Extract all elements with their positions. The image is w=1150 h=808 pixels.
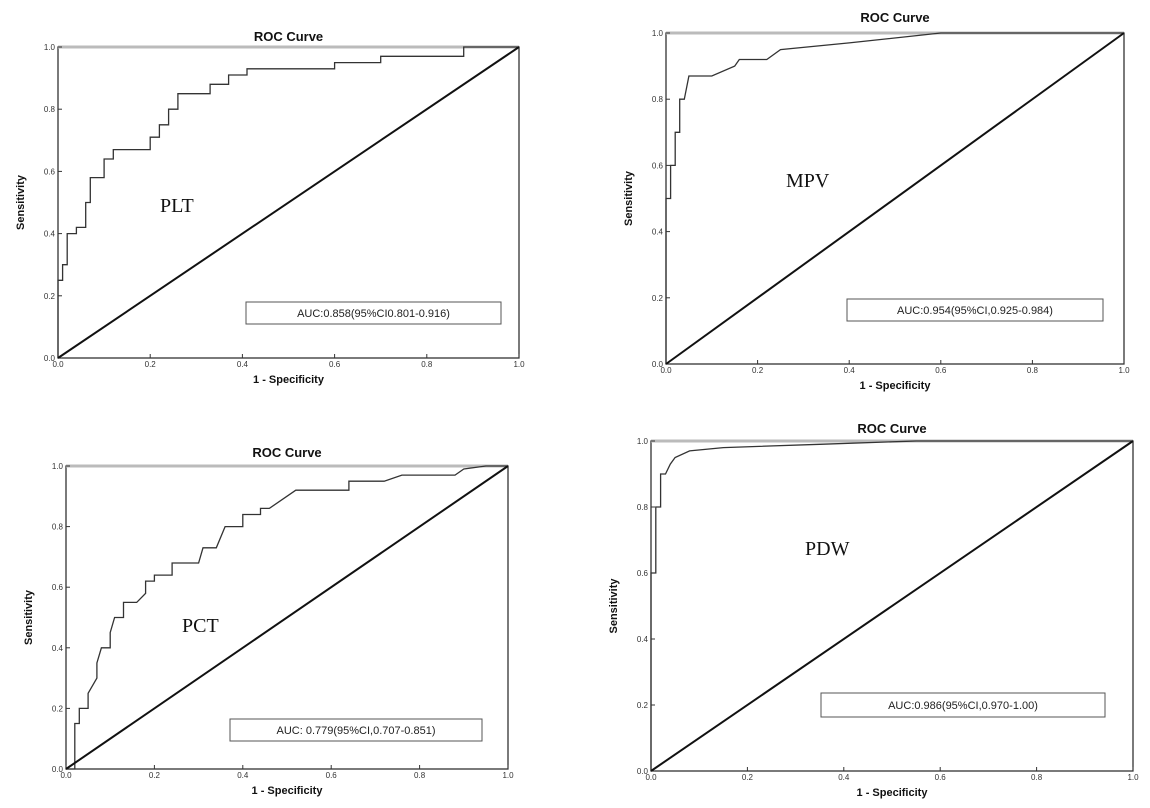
auc-box bbox=[229, 718, 483, 742]
y-tick-label: 1.0 bbox=[652, 29, 664, 38]
y-tick-label: 0.2 bbox=[637, 701, 649, 710]
roc-panel-pct: ROC Curve 0.0 0.2 0.4 0.6 0.8 1.0 0.0 0.2 0.4 0.6 0… bbox=[23, 445, 514, 797]
reference-diagonal-line bbox=[57, 46, 520, 359]
chart-title: ROC Curve bbox=[252, 445, 321, 460]
y-axis-title: Sensitivity bbox=[15, 174, 27, 230]
y-tick-label: 0.2 bbox=[44, 292, 56, 301]
x-tick-label: 0.8 bbox=[414, 771, 426, 780]
y-tick-label: 0.6 bbox=[652, 161, 664, 170]
x-tick-label: 0.0 bbox=[60, 771, 72, 780]
x-tick-label: 0.2 bbox=[149, 771, 161, 780]
x-tick-label: 0.0 bbox=[52, 360, 64, 369]
x-tick-label: 0.6 bbox=[326, 771, 338, 780]
x-tick-label: 0.8 bbox=[421, 360, 433, 369]
reference-diagonal-line bbox=[65, 465, 509, 770]
y-tick-label: 0.8 bbox=[637, 503, 649, 512]
x-axis-title: 1 - Specificity bbox=[857, 787, 929, 799]
x-tick-label: 1.0 bbox=[1118, 366, 1130, 375]
y-tick-label: 0.2 bbox=[652, 294, 664, 303]
y-tick-label: 0.0 bbox=[52, 765, 64, 774]
y-axis-title: Sensitivity bbox=[23, 589, 35, 645]
y-tick-label: 0.4 bbox=[52, 644, 64, 653]
y-tick-label: 0.2 bbox=[52, 704, 64, 713]
roc-curve-line bbox=[57, 46, 519, 358]
roc-curve-line bbox=[66, 465, 508, 770]
y-tick-label: 0.4 bbox=[44, 230, 56, 239]
curve-label: PLT bbox=[160, 195, 194, 217]
y-tick-label: 0.0 bbox=[637, 767, 649, 776]
x-tick-label: 0.8 bbox=[1031, 773, 1043, 782]
auc-annotation: AUC:0.858(95%CI0.801-0.916) bbox=[297, 308, 450, 320]
x-tick-label: 0.6 bbox=[329, 360, 341, 369]
x-tick-label: 0.0 bbox=[645, 773, 657, 782]
y-tick-label: 0.0 bbox=[44, 354, 56, 363]
reference-diagonal-line bbox=[665, 32, 1125, 365]
y-tick-label: 0.8 bbox=[44, 105, 56, 114]
y-axis-title: Sensitivity bbox=[608, 578, 620, 634]
y-tick-label: 0.0 bbox=[652, 360, 664, 369]
auc-box bbox=[820, 692, 1106, 718]
x-tick-label: 0.4 bbox=[237, 360, 249, 369]
x-axis-title: 1 - Specificity bbox=[860, 380, 932, 392]
x-tick-label: 1.0 bbox=[502, 771, 514, 780]
x-tick-label: 0.0 bbox=[660, 366, 672, 375]
auc-annotation: AUC: 0.779(95%CI,0.707-0.851) bbox=[277, 725, 436, 737]
x-tick-label: 0.4 bbox=[838, 773, 850, 782]
x-tick-label: 0.4 bbox=[844, 366, 856, 375]
curve-label: PCT bbox=[182, 615, 219, 637]
x-axis-title: 1 - Specificity bbox=[252, 785, 324, 797]
chart-title: ROC Curve bbox=[857, 421, 926, 436]
y-tick-label: 0.4 bbox=[652, 228, 664, 237]
roc-panel-pdw: ROC Curve 0.0 0.2 0.4 0.6 0.8 1.0 0.0 0.2 0.4 0.6 0… bbox=[608, 421, 1139, 799]
x-tick-label: 1.0 bbox=[513, 360, 525, 369]
x-tick-label: 0.2 bbox=[145, 360, 157, 369]
roc-curve-line bbox=[665, 32, 1124, 364]
y-tick-label: 0.6 bbox=[44, 167, 56, 176]
x-tick-label: 0.4 bbox=[237, 771, 249, 780]
y-tick-label: 0.6 bbox=[637, 569, 649, 578]
x-tick-label: 0.8 bbox=[1027, 366, 1039, 375]
y-tick-label: 1.0 bbox=[44, 43, 56, 52]
y-tick-label: 0.8 bbox=[52, 523, 64, 532]
y-tick-label: 1.0 bbox=[52, 462, 64, 471]
auc-annotation: AUC:0.986(95%CI,0.970-1.00) bbox=[888, 700, 1038, 712]
x-tick-label: 0.6 bbox=[935, 366, 947, 375]
auc-box bbox=[846, 298, 1104, 322]
roc-panel-mpv: ROC Curve 0.0 0.2 0.4 0.6 0.8 1.0 0.0 0.2 0.4 0.6 0… bbox=[623, 10, 1130, 392]
roc-curve-line bbox=[650, 440, 1133, 771]
x-tick-label: 0.2 bbox=[742, 773, 754, 782]
auc-annotation: AUC:0.954(95%CI,0.925-0.984) bbox=[897, 305, 1053, 317]
y-axis-title: Sensitivity bbox=[623, 170, 635, 226]
x-tick-label: 0.2 bbox=[752, 366, 764, 375]
x-tick-label: 1.0 bbox=[1127, 773, 1139, 782]
y-tick-label: 0.8 bbox=[652, 95, 664, 104]
x-tick-label: 0.6 bbox=[935, 773, 947, 782]
x-axis-title: 1 - Specificity bbox=[253, 374, 325, 386]
auc-box bbox=[245, 301, 502, 325]
chart-title: ROC Curve bbox=[254, 29, 323, 44]
reference-diagonal-line bbox=[650, 440, 1134, 772]
roc-panel-plt: ROC Curve 0.0 0.2 0.4 0.6 0.8 1.0 0.0 0.2 0.4 0.6 0… bbox=[15, 29, 525, 386]
chart-title: ROC Curve bbox=[860, 10, 929, 25]
y-tick-label: 0.4 bbox=[637, 635, 649, 644]
curve-label: PDW bbox=[805, 538, 850, 560]
y-tick-label: 0.6 bbox=[52, 583, 64, 592]
y-tick-label: 1.0 bbox=[637, 437, 649, 446]
curve-label: MPV bbox=[786, 170, 830, 192]
